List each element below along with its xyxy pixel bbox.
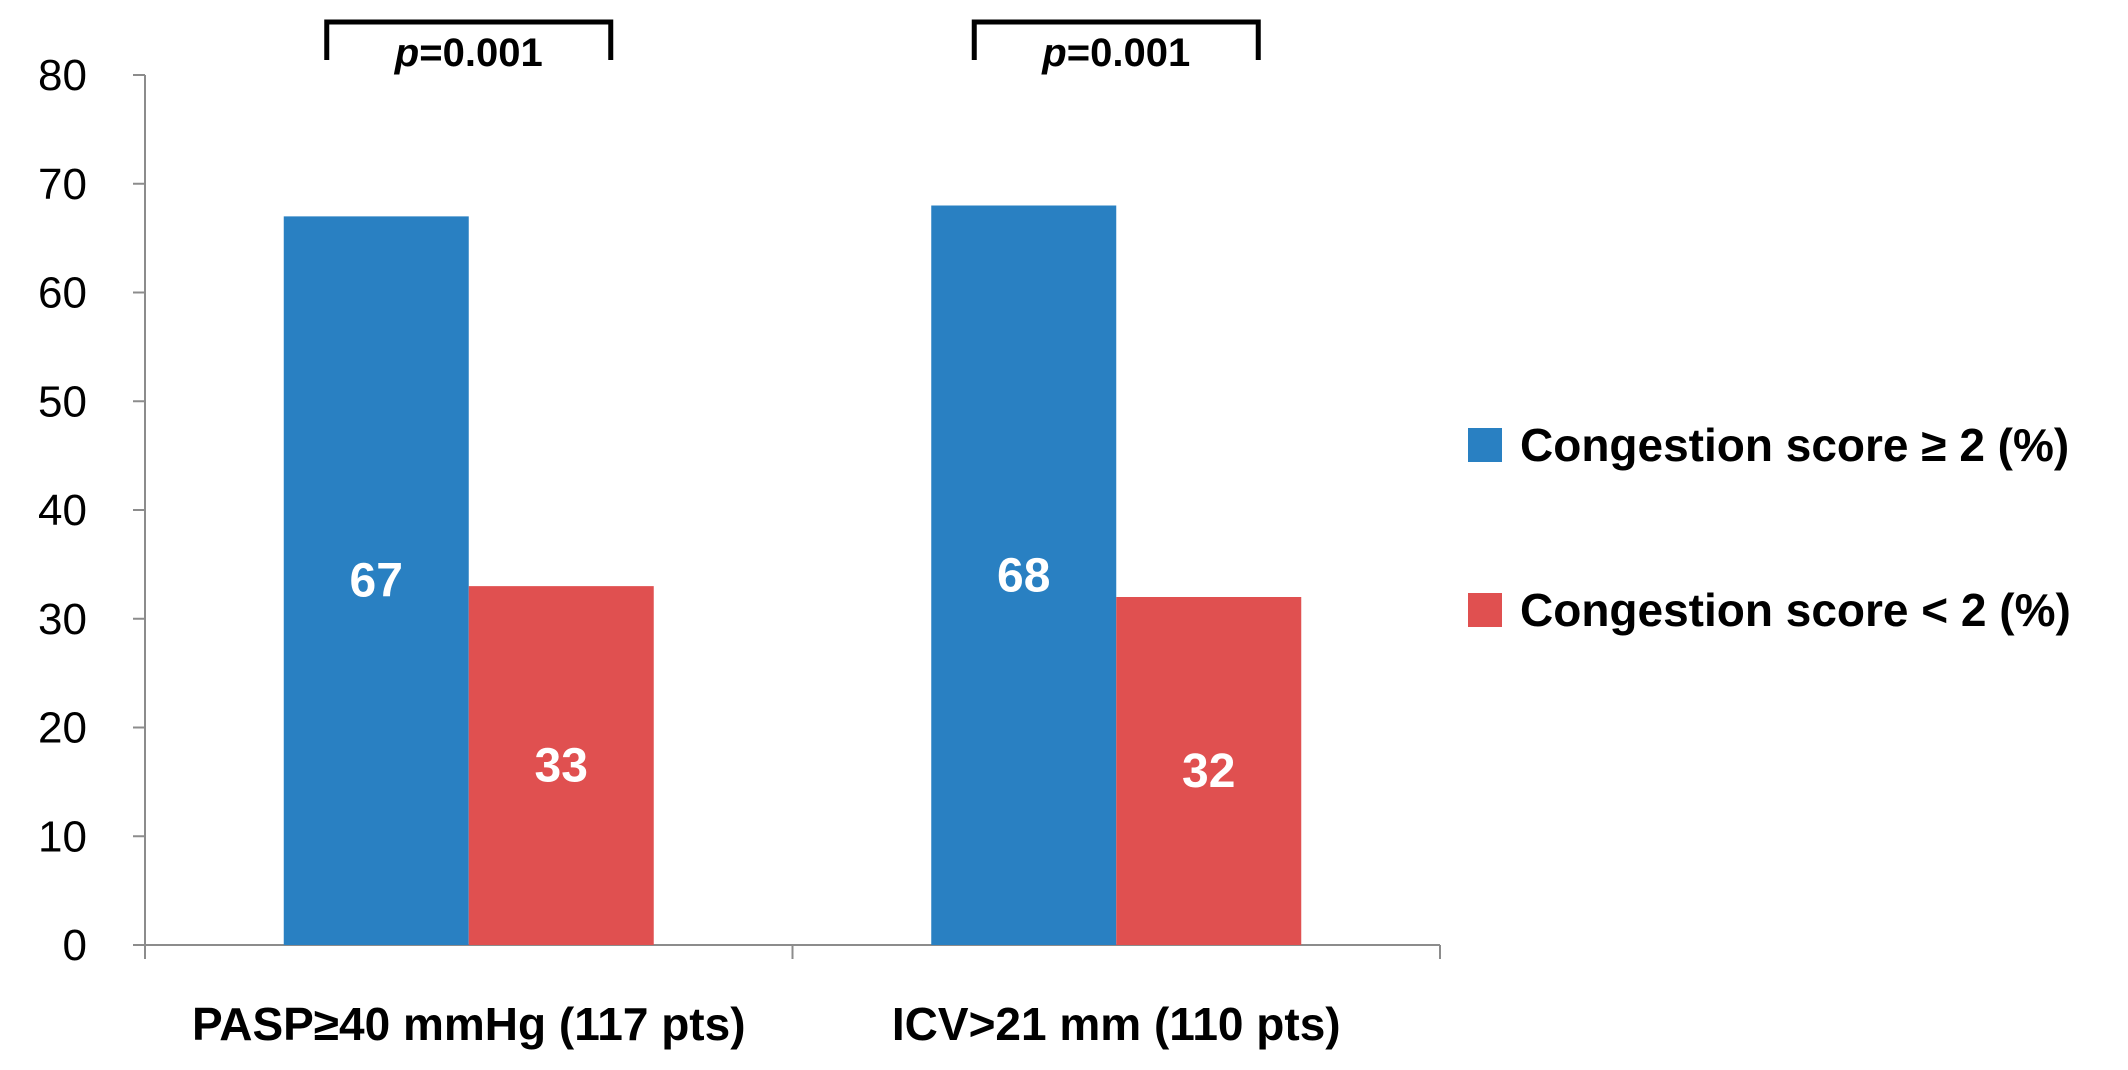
data-label: 68 [997,549,1050,602]
y-tick-label: 30 [38,595,87,644]
legend-swatch [1468,593,1502,627]
y-tick-label: 60 [38,269,87,318]
x-category-label: ICV>21 mm (110 pts) [892,998,1341,1050]
data-label: 33 [535,740,588,793]
legend-swatch [1468,428,1502,462]
data-label: 67 [350,555,403,608]
p-value-label: p=0.001 [394,31,543,75]
bar-congestion-lt2 [1116,597,1302,945]
legend-label: Congestion score < 2 (%) [1520,584,2071,636]
y-tick-label: 20 [38,704,87,753]
bar-congestion-lt2 [468,586,654,945]
data-label: 32 [1182,745,1235,798]
p-value-label: p=0.001 [1041,31,1190,75]
x-category-label: PASP≥40 mmHg (117 pts) [192,998,746,1050]
bar-congestion-ge2 [283,216,469,945]
y-tick-label: 40 [38,486,87,535]
significance-bracket [971,19,1261,60]
bar-congestion-ge2 [931,205,1117,945]
y-tick-label: 50 [38,377,87,426]
y-tick-label: 80 [38,51,87,100]
y-tick-label: 0 [63,921,87,970]
y-tick-label: 10 [38,812,87,861]
y-tick-label: 70 [38,160,87,209]
significance-bracket [324,19,614,60]
legend-label: Congestion score ≥ 2 (%) [1520,419,2069,471]
